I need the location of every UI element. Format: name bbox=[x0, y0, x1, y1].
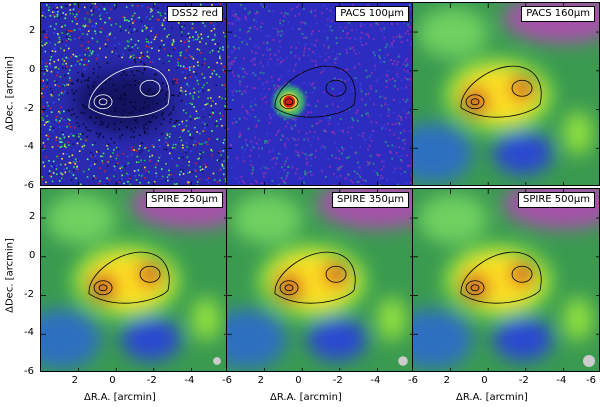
x-tick-label: -6 bbox=[222, 375, 232, 386]
panel-label-2: PACS 100μm bbox=[335, 6, 409, 22]
panel-image-1 bbox=[41, 3, 227, 185]
ylabel-row-1: ΔDec. [arcmin] bbox=[4, 56, 16, 131]
panel-label-4: SPIRE 250μm bbox=[146, 192, 223, 208]
panel-5: SPIRE 350μm bbox=[226, 188, 414, 372]
y-tick-label: -6 bbox=[24, 180, 34, 191]
panel-image-4 bbox=[41, 189, 227, 371]
x-tick-label: 0 bbox=[109, 375, 116, 386]
x-tick-label: -4 bbox=[556, 375, 567, 386]
y-tick-label: -2 bbox=[24, 102, 34, 114]
panel-label-3: PACS 160μm bbox=[521, 6, 595, 22]
ylabel-row-2: ΔDec. [arcmin] bbox=[4, 238, 16, 313]
x-tick-label: -2 bbox=[518, 375, 529, 386]
y-tick-label: -2 bbox=[24, 288, 34, 300]
y-tick-label: 2 bbox=[29, 211, 36, 223]
xlabel-col-3: ΔR.A. [arcmin] bbox=[456, 392, 528, 403]
xlabel-col-2: ΔR.A. [arcmin] bbox=[270, 392, 342, 403]
x-tick-label: 2 bbox=[257, 375, 264, 386]
panel-4: SPIRE 250μm bbox=[40, 188, 228, 372]
panel-6: SPIRE 500μm bbox=[412, 188, 600, 372]
xlabel-col-1: ΔR.A. [arcmin] bbox=[84, 392, 156, 403]
x-tick-label: 2 bbox=[71, 375, 78, 386]
y-tick-label: 0 bbox=[29, 63, 36, 75]
x-tick-label: -6 bbox=[408, 375, 418, 386]
y-tick-label: -4 bbox=[24, 141, 34, 153]
panel-label-5: SPIRE 350μm bbox=[332, 192, 409, 208]
x-tick-label: -6 bbox=[586, 375, 596, 386]
panel-image-6 bbox=[413, 189, 599, 371]
panel-3: PACS 160μm bbox=[412, 2, 600, 186]
y-tick-label: 0 bbox=[29, 249, 36, 261]
panel-label-1: DSS2 red bbox=[166, 6, 223, 22]
x-tick-label: 0 bbox=[481, 375, 488, 386]
x-tick-label: -4 bbox=[370, 375, 381, 386]
x-tick-label: -2 bbox=[146, 375, 157, 386]
panel-image-5 bbox=[227, 189, 413, 371]
panel-label-6: SPIRE 500μm bbox=[518, 192, 595, 208]
x-tick-label: -2 bbox=[332, 375, 343, 386]
x-tick-label: 2 bbox=[443, 375, 450, 386]
panel-image-3 bbox=[413, 3, 599, 185]
y-tick-label: -6 bbox=[24, 366, 34, 377]
panel-1: DSS2 red bbox=[40, 2, 228, 186]
panel-2: PACS 100μm bbox=[226, 2, 414, 186]
panel-image-2 bbox=[227, 3, 413, 185]
x-tick-label: 0 bbox=[295, 375, 302, 386]
y-tick-label: -4 bbox=[24, 327, 34, 339]
x-tick-label: -4 bbox=[184, 375, 195, 386]
y-tick-label: 2 bbox=[29, 25, 36, 37]
